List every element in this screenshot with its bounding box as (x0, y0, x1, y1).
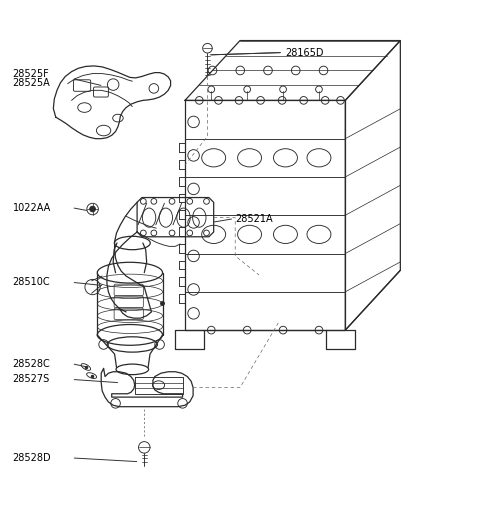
Text: 28527S: 28527S (12, 374, 50, 384)
Text: 28165D: 28165D (286, 47, 324, 57)
Text: 28521A: 28521A (235, 213, 273, 224)
Text: 1022AA: 1022AA (12, 203, 51, 213)
Text: 28525F: 28525F (12, 69, 49, 79)
Text: 28525A: 28525A (12, 78, 50, 88)
Text: 28528C: 28528C (12, 358, 50, 369)
Text: 28510C: 28510C (12, 277, 50, 287)
Text: 28528D: 28528D (12, 453, 51, 463)
Circle shape (90, 206, 96, 212)
